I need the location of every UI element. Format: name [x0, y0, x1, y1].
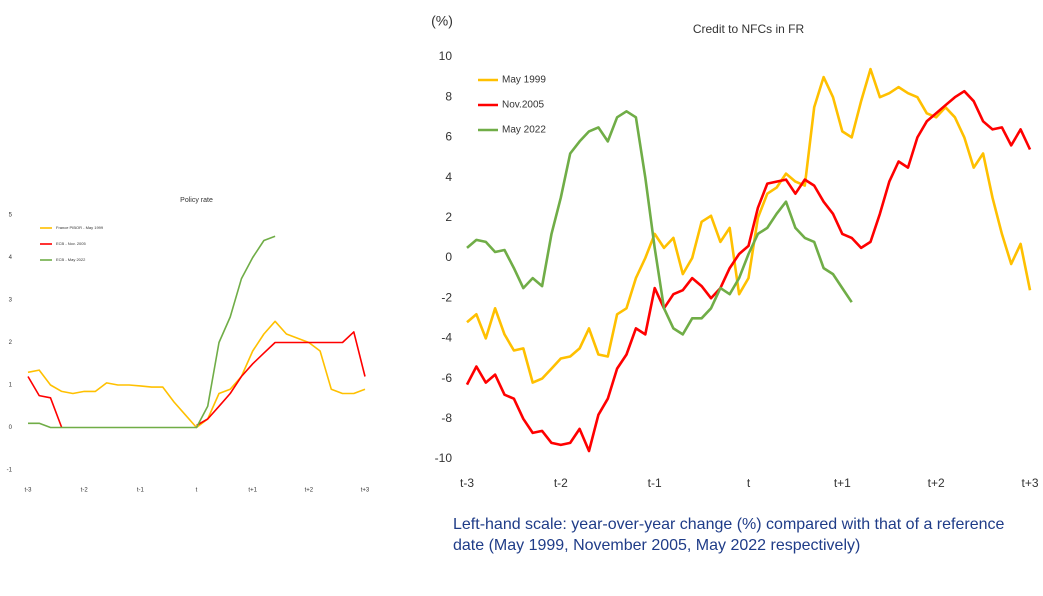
y-tick-label: 8: [445, 89, 452, 103]
y-tick-label: 1: [9, 383, 13, 389]
x-tick-label: t: [196, 488, 198, 494]
series-line: [27, 331, 366, 428]
y-tick-label: -10: [435, 451, 453, 465]
y-tick-label: 3: [9, 298, 13, 304]
x-tick-label: t+2: [928, 476, 945, 490]
x-tick-label: t-3: [460, 476, 474, 490]
y-tick-label: -1: [7, 468, 13, 474]
x-tick-label: t+3: [1021, 476, 1038, 490]
x-tick-label: t-3: [24, 488, 32, 494]
legend-label: May 2022: [502, 125, 546, 136]
y-tick-label: 4: [9, 255, 13, 261]
y-tick-label: -6: [441, 371, 452, 385]
y-tick-label: -8: [441, 411, 452, 425]
y-tick-label: 2: [9, 340, 13, 346]
legend-label: ECB - Nov. 2005: [56, 241, 86, 246]
y-axis-label: (%): [431, 13, 453, 29]
x-tick-label: t-1: [648, 476, 662, 490]
y-tick-label: 5: [9, 213, 13, 219]
x-tick-label: t+3: [361, 488, 370, 494]
legend-label: ECB - May 2022: [56, 257, 86, 262]
y-tick-label: 0: [445, 250, 452, 264]
y-tick-label: 10: [439, 49, 453, 63]
caption: Left-hand scale: year-over-year change (…: [453, 516, 1005, 554]
legend-label: France PIBOR - May 1999: [56, 225, 104, 230]
series-line: [466, 67, 1032, 384]
series-line: [465, 89, 1032, 453]
y-tick-label: -4: [441, 331, 452, 345]
x-tick-label: t+1: [834, 476, 851, 490]
legend-label: May 1999: [502, 75, 546, 86]
x-tick-label: t+2: [305, 488, 314, 494]
chart-title: Policy rate: [180, 197, 213, 204]
x-tick-label: t: [747, 476, 751, 490]
x-tick-label: t-2: [81, 488, 89, 494]
y-tick-label: 4: [445, 170, 452, 184]
series-line: [466, 110, 853, 336]
x-tick-label: t-1: [137, 488, 145, 494]
legend-label: Nov.2005: [502, 100, 545, 111]
series-line: [28, 235, 276, 429]
y-tick-label: 6: [445, 130, 452, 144]
y-tick-label: 2: [445, 210, 452, 224]
x-tick-label: t-2: [554, 476, 568, 490]
chart-title: Credit to NFCs in FR: [693, 22, 805, 36]
x-tick-label: t+1: [248, 488, 257, 494]
y-tick-label: -2: [441, 290, 452, 304]
series-line: [27, 320, 366, 429]
y-tick-label: 0: [9, 425, 13, 431]
